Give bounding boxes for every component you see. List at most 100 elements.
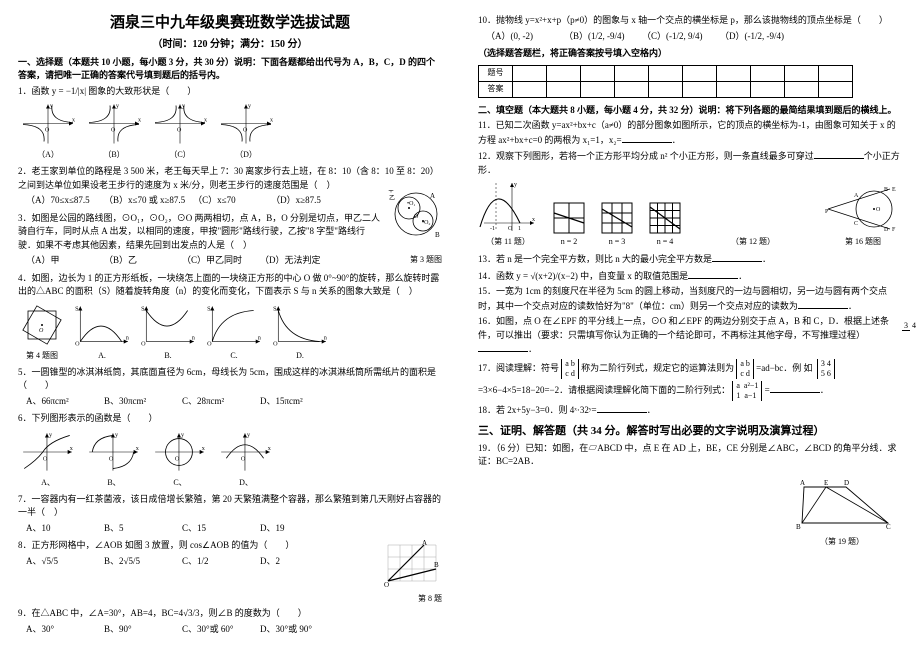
svg-text:y: y [181, 431, 185, 438]
q14-text: 14．函数 y = √(x+2)/(x−2) 中，自变量 x 的取值范围是． [478, 269, 902, 284]
svg-text:O: O [141, 340, 146, 347]
svg-text:O: O [508, 226, 513, 232]
q2-text: 2．老王家到单位的路程是 3 500 米，老王每天早上 7：30 离家步行去上班… [18, 165, 442, 192]
svg-text:乙: 乙 [389, 195, 395, 202]
q6-fig-b: OxyB、 [84, 428, 144, 489]
q1-fig-c: Oxy （C） [150, 100, 210, 161]
svg-text:x: x [532, 217, 535, 223]
svg-text:D: D [884, 227, 889, 233]
svg-text:E: E [824, 479, 828, 487]
svg-text:y: y [49, 431, 53, 438]
q5-options: A、66πcm² B、30πcm² C、28πcm² D、15πcm² [26, 395, 442, 409]
q12-fig-n2: n = 2 [552, 201, 586, 248]
left-page: 酒泉三中九年级奥赛班数学选拔试题 （时间：120 分钟；满分：150 分） 一、… [0, 0, 460, 651]
q9-opt-a: A、30° [26, 623, 96, 637]
svg-text:O: O [414, 214, 419, 220]
svg-text:A: A [422, 539, 427, 547]
q9-opt-d: D、30°或 90° [260, 623, 330, 637]
svg-text:A: A [800, 479, 805, 487]
q1-fig-b: Oxy （B） [84, 100, 144, 161]
svg-text:n: n [126, 334, 129, 341]
q4-fig-d: OnSD. [270, 301, 330, 362]
q8-opt-a: A、√5/5 [26, 555, 96, 569]
q4-fig-a: OnSA. [72, 301, 132, 362]
q5-opt-d: D、15πcm² [260, 395, 330, 409]
svg-text:y: y [247, 431, 251, 438]
svg-text:O: O [273, 340, 278, 347]
q6-text: 6．下列图形表示的函数是（ ） [18, 412, 442, 426]
q9-opt-b: B、90° [104, 623, 174, 637]
exam-title: 酒泉三中九年级奥赛班数学选拔试题 [18, 12, 442, 35]
section1-heading: 一、选择题（本题共 10 小题，每小题 3 分，共 30 分）说明：下面各题都给… [18, 56, 442, 83]
svg-text:S: S [273, 305, 277, 312]
answer-table: 题号 答案 [478, 65, 853, 98]
q13-text: 13．若 n 是一个完全平方数，则比 n 大的最小完全平方数是． [478, 252, 902, 267]
q2-opt-d: （D）x≥87.5 [271, 194, 341, 208]
svg-text:y: y [248, 104, 251, 110]
q3-opt-b: （B）乙 [104, 254, 174, 268]
q1-label-c: （C） [150, 149, 210, 161]
q4-figure-row: O 第 4 题图 OnSA. OnSB. OnSC. OnSD. [18, 301, 442, 362]
q5-opt-b: B、30πcm² [104, 395, 174, 409]
svg-text:O: O [384, 581, 389, 589]
q2-opt-b: （B）x≤70 或 x≥87.5 [104, 194, 185, 208]
svg-text:x: x [202, 444, 206, 451]
q8-text: 8．正方形网格中，∠AOB 如图 3 放置，则 cos∠AOB 的值为（ ） [18, 539, 442, 553]
q1-label-a: （A） [18, 149, 78, 161]
svg-text:-1: -1 [490, 226, 495, 232]
q3-opt-a: （A）甲 [26, 254, 96, 268]
q5-opt-a: A、66πcm² [26, 395, 96, 409]
svg-text:C: C [854, 221, 858, 227]
q5-opt-c: C、28πcm² [182, 395, 252, 409]
q1-label-b: （B） [84, 149, 144, 161]
q3-text: 3．如图是公园的路线图，⊙O₁，⊙O₂，⊙O 两两相切，点 A，B，O 分别是切… [18, 212, 442, 253]
q19-figlabel: （第 19 题） [782, 536, 902, 548]
q16-text: 16．如图，点 O 在∠EPF 的平分线上一点，⊙O 和∠EPF 的两边分别交于… [478, 315, 902, 357]
q6-fig-d: OxyD、 [216, 428, 276, 489]
q15-text: 15．一宽为 1cm 的刻度尺在半径为 5cm 的圆上移动，当刻度尺的一边与圆相… [478, 285, 902, 313]
svg-text:O: O [111, 128, 116, 134]
q5-text: 5．一圆锥型的冰淇淋纸筒，其底面直径为 6cm，母线长为 5cm，围成这样的冰淇… [18, 366, 442, 393]
q11-text: 11．已知二次函数 y=ax²+bx+c（a≠0）的部分图象如图所示，它的顶点的… [478, 119, 902, 147]
q2-options: （A）70≤x≤87.5 （B）x≤70 或 x≥87.5 （C）x≤70 （D… [26, 194, 442, 208]
q3-figure: A•O₁•O₂ BO 甲乙 [386, 190, 442, 244]
q11-figure: yxO-11 （第 11 题） [478, 179, 538, 248]
answer-bar-heading: （选择题答题栏，将正确答案按号填入空格内） [478, 47, 902, 61]
q8-figlabel: 第 8 题 [18, 593, 442, 605]
q1-figure-row: Oxy （A） Oxy （B） Oxy （C） Ox y （D） [18, 100, 442, 161]
q8-figure: O A B [382, 539, 442, 593]
q9-options: A、30° B、90° C、30°或 60° D、30°或 90° [26, 623, 442, 637]
q7-opt-c: C、15 [182, 522, 252, 536]
q16-figure: POABCDEF 第 16 题图 [824, 183, 902, 248]
q12-fig-n3: n = 3 [600, 201, 634, 248]
q8-opt-b: B、2√5/5 [104, 555, 174, 569]
svg-text:A: A [854, 193, 859, 199]
svg-text:A: A [430, 192, 435, 200]
svg-text:O: O [45, 128, 50, 134]
q3-figlabel: 第 3 题图 [410, 254, 442, 268]
q10-options: （A）(0, -2) （B）(1/2, -9/4) （C）(-1/2, 9/4)… [486, 30, 902, 44]
q8-opt-d: D、2 [260, 555, 330, 569]
q10-opt-d: （D）(-1/2, -9/4) [720, 30, 790, 44]
q1-fig-a: Oxy （A） [18, 100, 78, 161]
svg-text:S: S [141, 305, 145, 312]
q11-q12-figure-row: yxO-11 （第 11 题） n = 2 n = 3 n = 4 （第 12 … [478, 179, 902, 248]
svg-text:x: x [270, 118, 273, 124]
ans-row: 答案 [479, 81, 513, 97]
q10-opt-c: （C）(-1/2, 9/4) [642, 30, 712, 44]
q8-options: A、√5/5 B、2√5/5 C、1/2 D、2 [26, 555, 378, 569]
q6-fig-c: OxyC、 [150, 428, 210, 489]
margin-fraction: 34 [902, 320, 918, 332]
svg-text:O: O [109, 455, 114, 462]
q2-opt-c: （C）x≤70 [193, 194, 263, 208]
q17-text: 17．阅读理解：符号 a bc d 称为二阶行列式，规定它的运算法则为 a bc… [478, 359, 902, 379]
svg-text:B: B [434, 561, 439, 569]
svg-text:F: F [892, 227, 896, 233]
svg-text:E: E [892, 187, 896, 193]
q17-ex: =3×6−4×5=18−20=−2．请根据阅读理解化简下面的二阶行列式： a a… [478, 381, 902, 401]
svg-text:n: n [192, 334, 195, 341]
q12-text: 12．观察下列图形，若将一个正方形平均分成 n² 个小正方形，则一条直线最多可穿… [478, 149, 902, 177]
q6-figure-row: OxyA、 OxyB、 OxyC、 OxyD、 [18, 428, 442, 489]
q16-figlabel: 第 16 题图 [824, 236, 902, 248]
q1-label-d: （D） [216, 149, 276, 161]
